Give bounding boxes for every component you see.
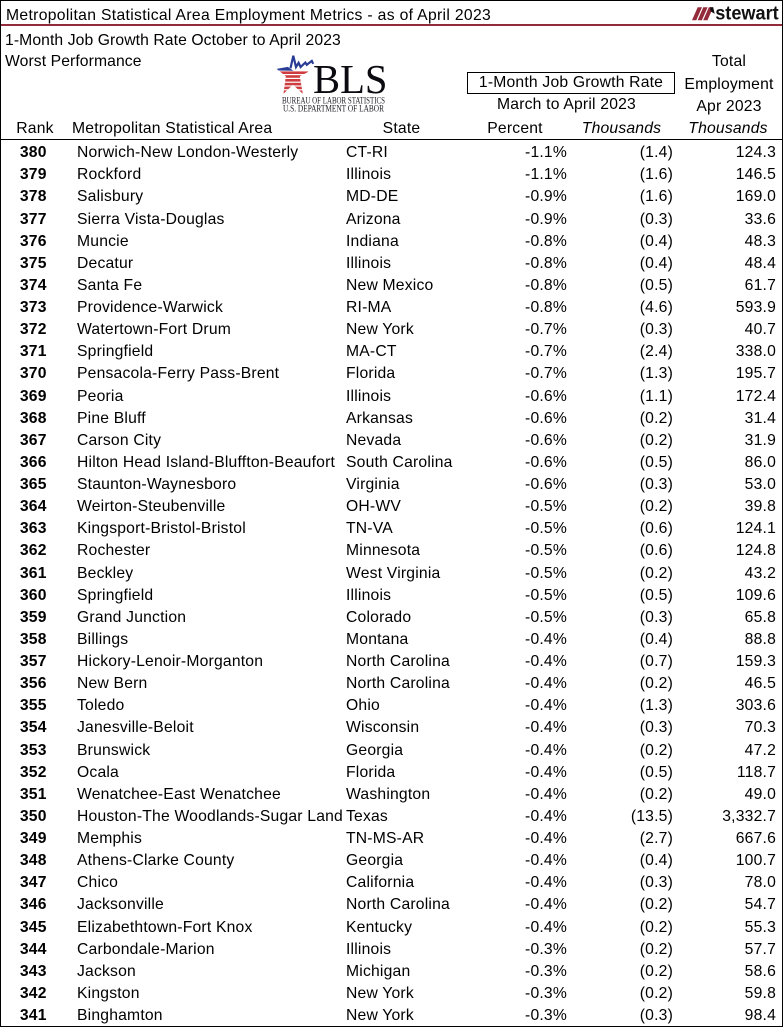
svg-text:BLS: BLS xyxy=(313,56,388,102)
svg-text:stewart: stewart xyxy=(715,4,779,22)
svg-text:BUREAU OF LABOR STATISTICS: BUREAU OF LABOR STATISTICS xyxy=(282,96,385,107)
svg-text:U.S. DEPARTMENT OF LABOR: U.S. DEPARTMENT OF LABOR xyxy=(283,104,384,114)
